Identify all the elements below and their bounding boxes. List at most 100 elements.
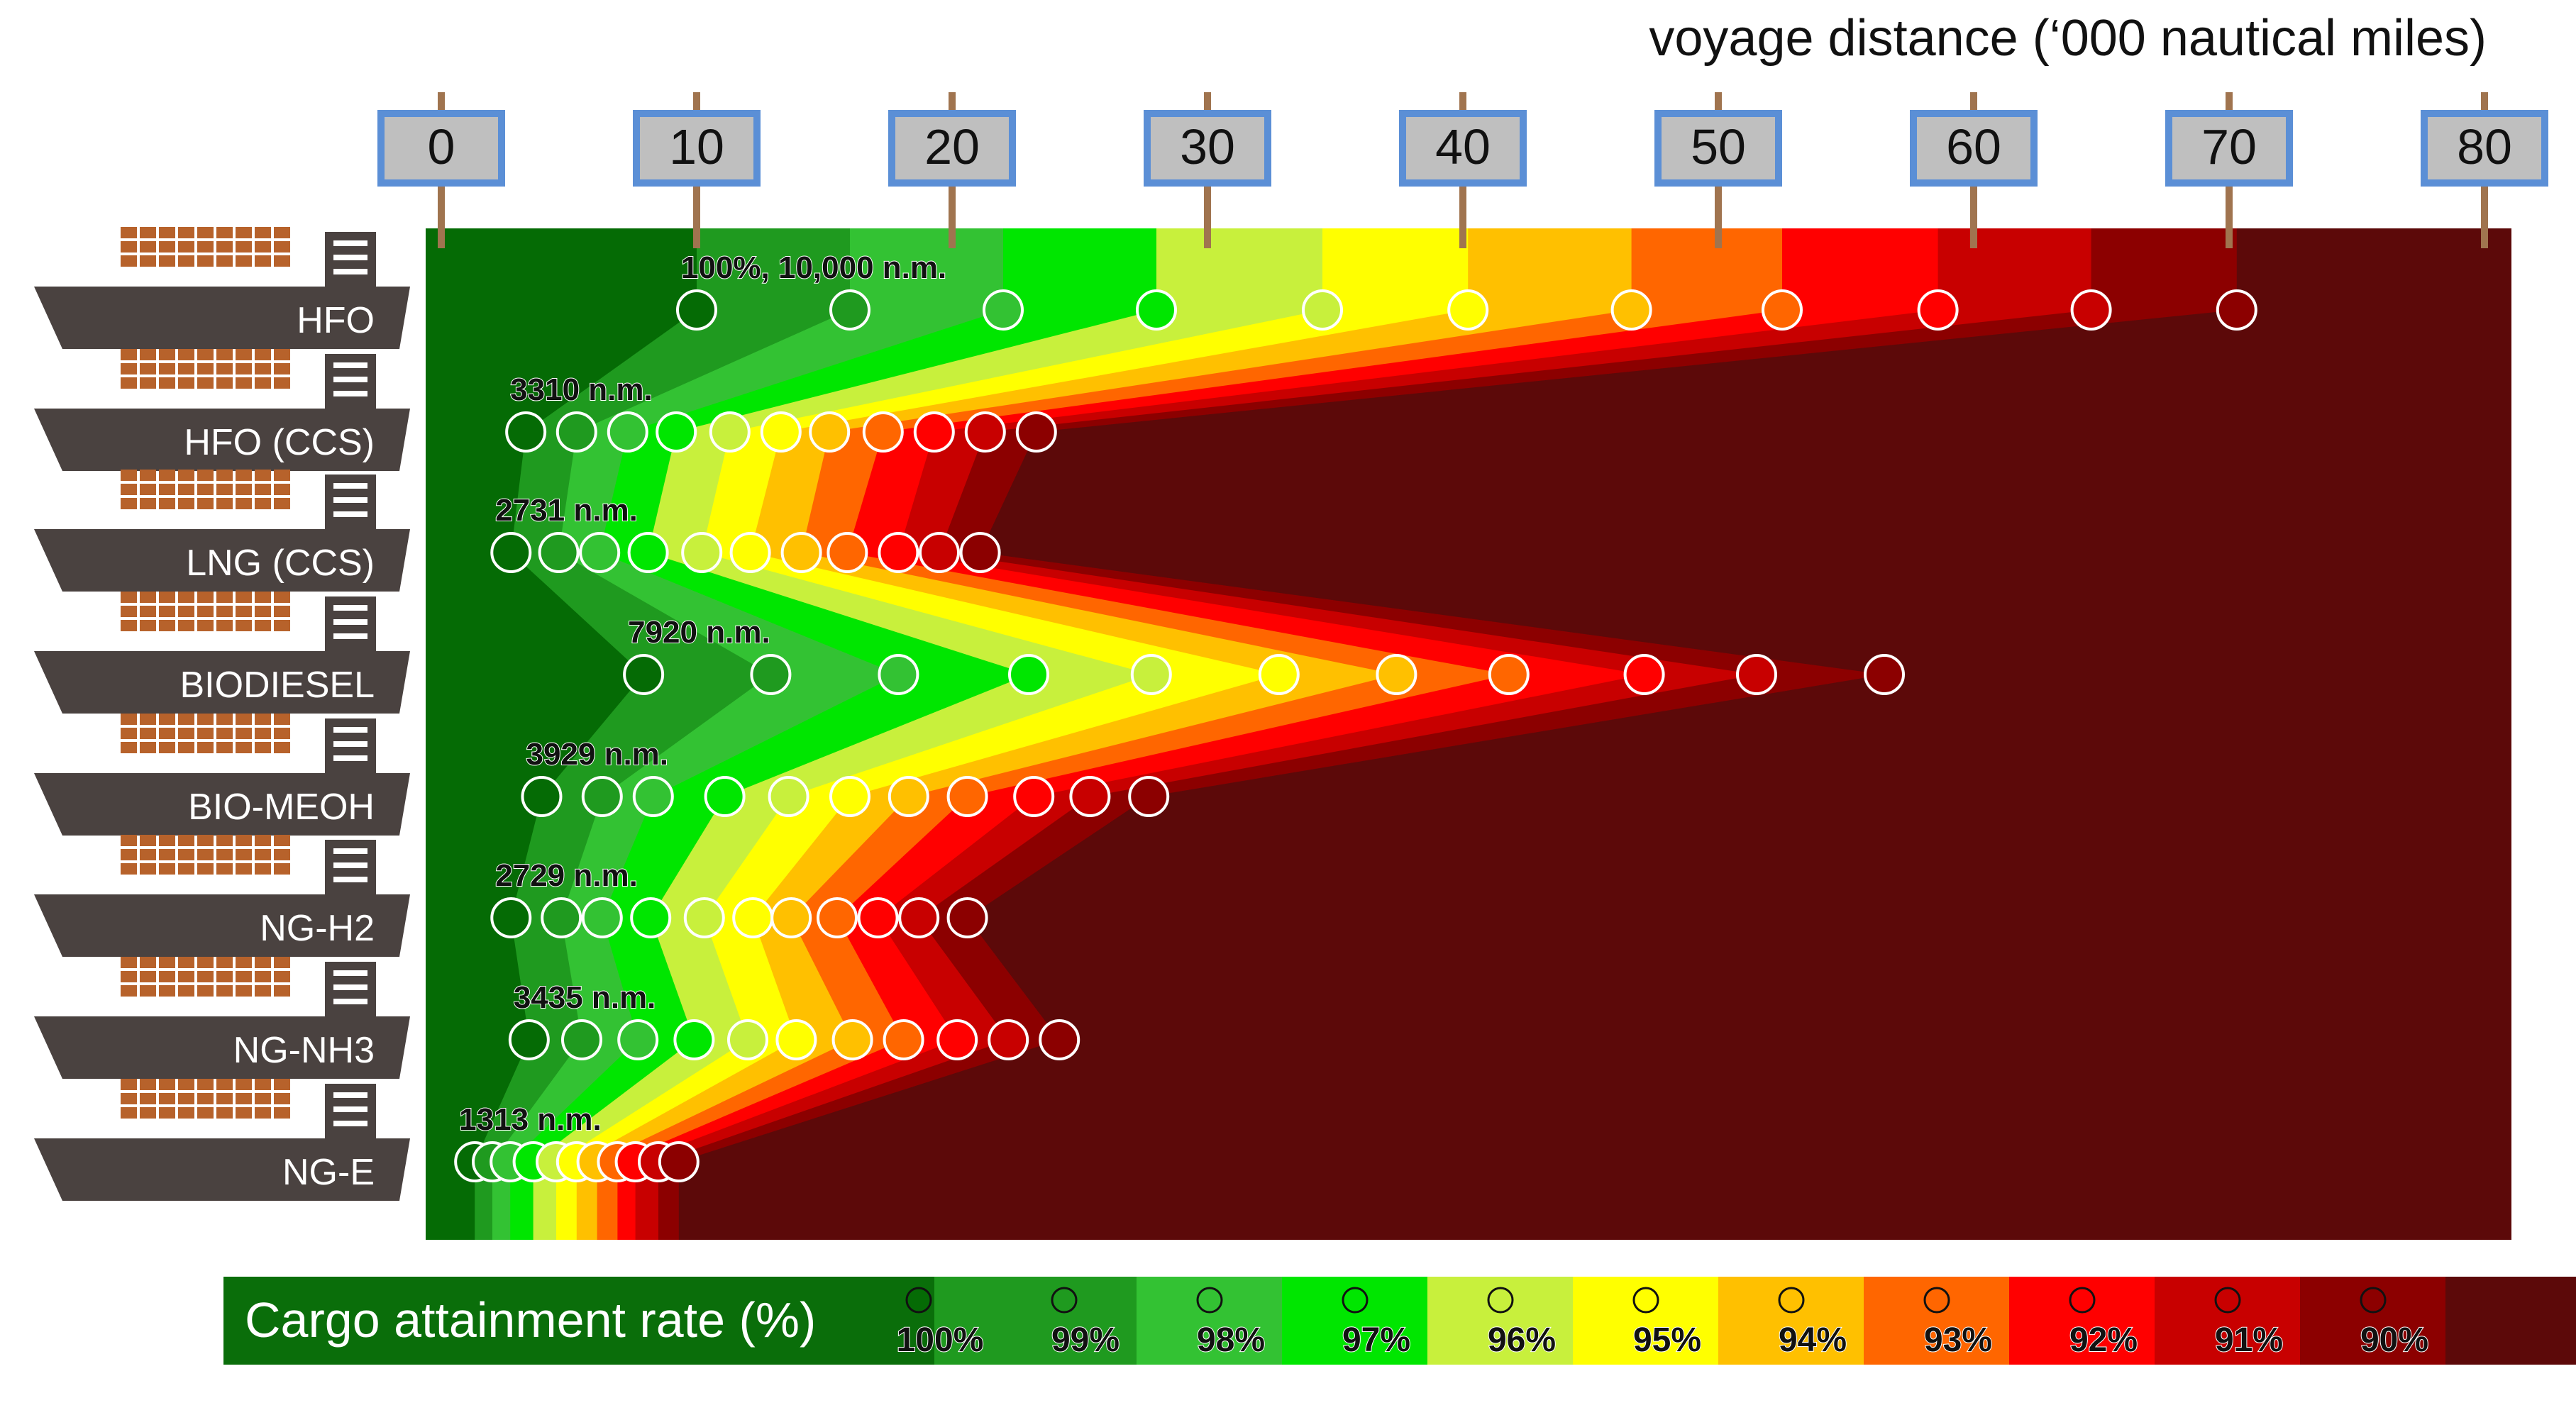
data-point (490, 532, 532, 573)
point-annotation: 2729 n.m. (495, 858, 638, 893)
data-point (683, 897, 725, 938)
data-point (1302, 289, 1343, 331)
x-tick-30: 30 (1144, 92, 1271, 248)
point-annotation: 3929 n.m. (526, 737, 668, 772)
x-tick-label: 30 (1180, 119, 1235, 174)
data-point (521, 776, 563, 817)
data-point (827, 532, 868, 573)
data-point (1762, 289, 1803, 331)
legend-title: Cargo attainment rate (%) (245, 1292, 816, 1348)
data-point (1136, 289, 1177, 331)
legend-item: 98% (1196, 1287, 1266, 1360)
data-points: 100%, 10,000 n.m. 3310 n.m. 2731 n.m. 7920 … (454, 250, 2257, 1182)
point-annotation: 7920 n.m. (628, 615, 770, 650)
data-point (1128, 776, 1170, 817)
x-tick-60: 60 (1910, 92, 2038, 248)
legend-item: 96% (1487, 1287, 1557, 1360)
series-label: NG-H2 (260, 908, 375, 949)
series-label: LNG (CCS) (186, 543, 375, 584)
data-point (1013, 776, 1055, 817)
data-point (883, 1019, 924, 1060)
legend-label: 100% (897, 1321, 984, 1359)
data-point (831, 1019, 873, 1060)
x-tick-label: 10 (669, 119, 724, 174)
series-label: BIODIESEL (179, 665, 375, 706)
data-point (946, 897, 988, 938)
legend-label: 97% (1342, 1321, 1410, 1359)
series-label: NG-NH3 (233, 1030, 375, 1071)
x-tick-label: 80 (2457, 119, 2512, 174)
data-point (1864, 654, 1905, 695)
data-point (1258, 654, 1300, 695)
data-point (983, 289, 1024, 331)
data-point (2216, 289, 2257, 331)
data-point (760, 411, 802, 453)
ship-labels: HFO HFO (CCS) LNG (CCS) BIODIESEL BIO-MEOH NG… (34, 227, 410, 1201)
plot-area (426, 228, 2511, 1240)
data-point (829, 289, 870, 331)
x-axis-title: voyage distance (‘000 nautical miles) (1649, 10, 2487, 67)
data-point (581, 776, 623, 817)
data-point (490, 897, 532, 938)
band-100pct (426, 228, 697, 1240)
legend-item: 90% (2360, 1287, 2429, 1360)
data-point (538, 532, 580, 573)
data-point (775, 1019, 817, 1060)
series-hfo-ccs-: 3310 n.m. (505, 372, 1057, 453)
data-point (732, 897, 774, 938)
legend-label: 92% (2069, 1321, 2138, 1359)
data-point (617, 1019, 659, 1060)
x-tick-40: 40 (1399, 92, 1527, 248)
data-point (630, 897, 672, 938)
x-tick-label: 50 (1691, 119, 1746, 174)
series-label: NG-E (282, 1152, 375, 1193)
data-point (2070, 289, 2112, 331)
x-tick-80: 80 (2421, 92, 2548, 248)
data-point (729, 532, 771, 573)
legend-label: 98% (1197, 1321, 1265, 1359)
x-tick-50: 50 (1654, 92, 1782, 248)
data-point (959, 532, 1001, 573)
data-point (727, 1019, 768, 1060)
data-point (632, 776, 674, 817)
data-point (709, 411, 751, 453)
data-point (1130, 654, 1172, 695)
data-point (1488, 654, 1530, 695)
data-point (809, 411, 851, 453)
series-biodiesel: 7920 n.m. (623, 614, 1905, 695)
legend-label: 93% (1924, 1321, 1992, 1359)
ship-icon: NG-NH3 (34, 957, 410, 1079)
legend-item: 100% (896, 1287, 984, 1360)
ship-icon: LNG (CCS) (34, 470, 410, 592)
series-ng-nh3: 3435 n.m. (508, 980, 1080, 1060)
series-ng-e: 1313 n.m. (454, 1102, 700, 1182)
data-point (780, 532, 822, 573)
point-annotation: 3310 n.m. (510, 372, 653, 407)
data-point (581, 897, 623, 938)
band-99pct (426, 228, 850, 1240)
data-point (623, 654, 665, 695)
legend-label: 94% (1779, 1321, 1847, 1359)
data-point (1736, 654, 1777, 695)
data-point (1376, 654, 1417, 695)
series-lng-ccs-: 2731 n.m. (490, 492, 1001, 573)
x-tick-label: 20 (924, 119, 980, 174)
data-point (561, 1019, 602, 1060)
legend-label: 96% (1488, 1321, 1556, 1359)
x-tick-10: 10 (633, 92, 761, 248)
ship-icon: NG-H2 (34, 835, 410, 957)
x-tick-label: 40 (1435, 119, 1491, 174)
data-point (1069, 776, 1111, 817)
ship-icon: HFO (34, 227, 410, 349)
point-annotation: 100%, 10,000 n.m. (681, 250, 946, 285)
data-point (898, 897, 940, 938)
point-annotation: 3435 n.m. (514, 980, 656, 1015)
legend-item: 93% (1923, 1287, 1993, 1360)
series-label: BIO-MEOH (188, 787, 375, 828)
ship-icon: BIO-MEOH (34, 714, 410, 836)
legend-label: 95% (1633, 1321, 1701, 1359)
data-point (1917, 289, 1959, 331)
data-point (555, 411, 597, 453)
data-point (768, 776, 809, 817)
